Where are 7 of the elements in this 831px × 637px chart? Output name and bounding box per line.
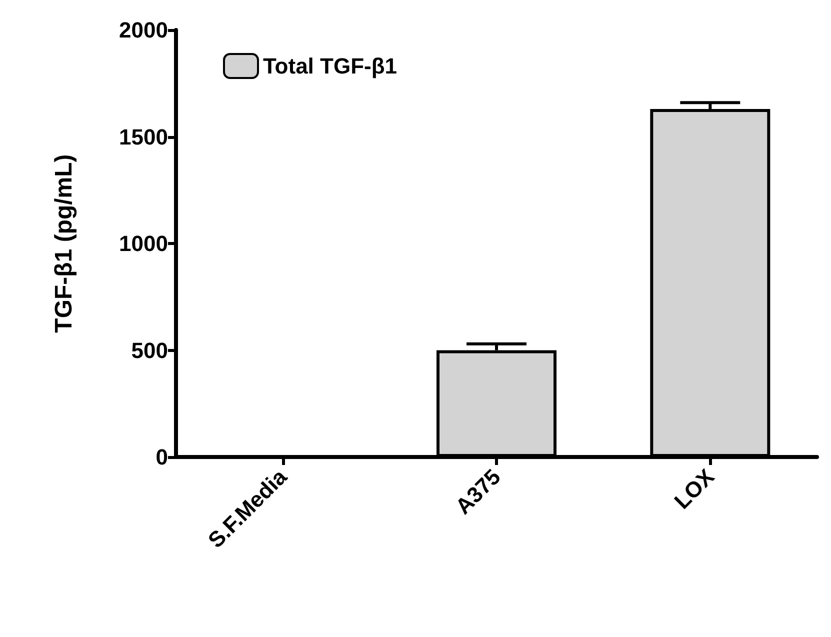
y-tick-label: 2000 [119, 18, 168, 42]
legend-label: Total TGF-β1 [263, 54, 398, 78]
y-axis-title: TGF-β1 (pg/mL) [50, 154, 78, 333]
y-tick-label: 500 [131, 338, 168, 363]
y-tick-label: 1000 [119, 231, 168, 256]
y-tick-label: 1500 [119, 124, 168, 150]
y-tick-label: 0 [156, 444, 168, 470]
